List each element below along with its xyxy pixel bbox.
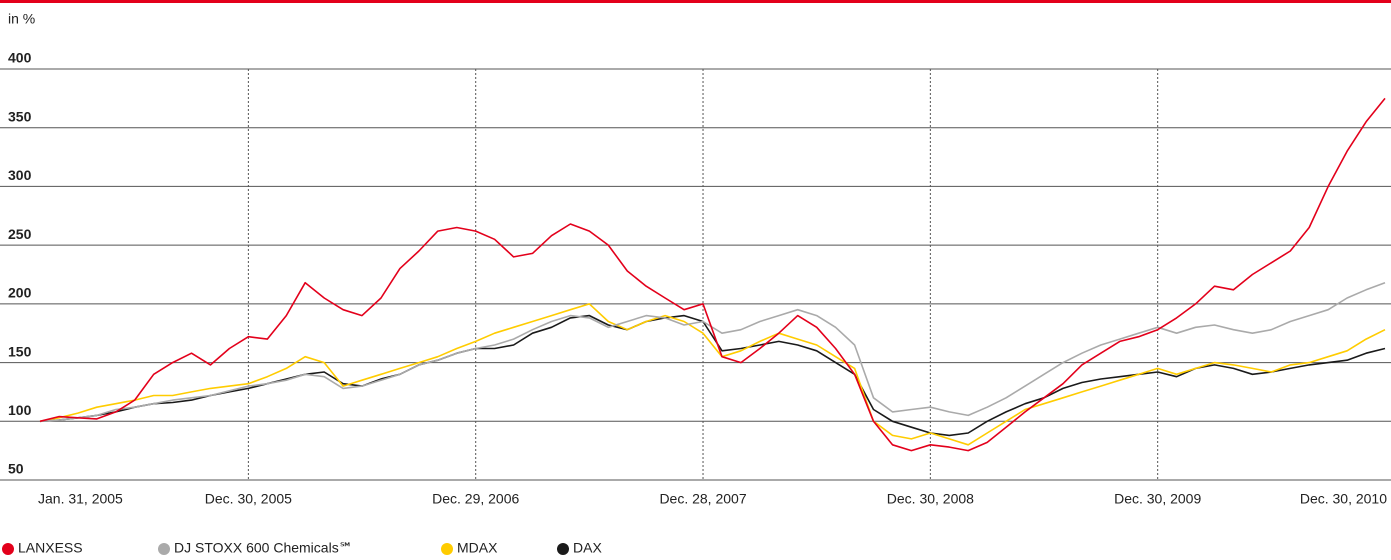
series-line	[39, 97, 1386, 452]
y-tick-label: 150	[8, 343, 32, 359]
x-tick-label: Jan. 31, 2005	[38, 491, 123, 507]
y-tick-label: 400	[8, 50, 32, 66]
legend-dot	[158, 543, 170, 555]
top-rule	[0, 0, 1391, 3]
x-tick-label: Dec. 28, 2007	[659, 491, 746, 507]
series-line	[39, 314, 1386, 437]
legend-label: LANXESS	[18, 540, 83, 556]
y-axis-label: in %	[8, 11, 35, 27]
legend-dot	[441, 543, 453, 555]
legend: LANXESS DJ STOXX 600 Chemicals℠ MDAX DAX	[2, 540, 602, 556]
x-tick-label: Dec. 29, 2006	[432, 491, 519, 507]
y-tick-label: 250	[8, 226, 32, 242]
y-tick-label: 100	[8, 402, 32, 418]
y-tick-label: 300	[8, 167, 32, 183]
y-tick-label: 200	[8, 285, 32, 301]
x-tick-label: Dec. 30, 2009	[1114, 491, 1201, 507]
legend-label: MDAX	[457, 540, 498, 556]
series-line	[39, 303, 1386, 446]
legend-label: DAX	[573, 540, 602, 556]
x-tick-label: Dec. 30, 2005	[205, 491, 292, 507]
legend-dot	[557, 543, 569, 555]
x-tick-label: Dec. 30, 2010	[1300, 491, 1387, 507]
legend-label: DJ STOXX 600 Chemicals℠	[174, 540, 353, 556]
x-tick-label: Dec. 30, 2008	[887, 491, 974, 507]
y-tick-label: 350	[8, 108, 32, 124]
y-tick-label: 50	[8, 461, 24, 477]
legend-dot	[2, 543, 14, 555]
